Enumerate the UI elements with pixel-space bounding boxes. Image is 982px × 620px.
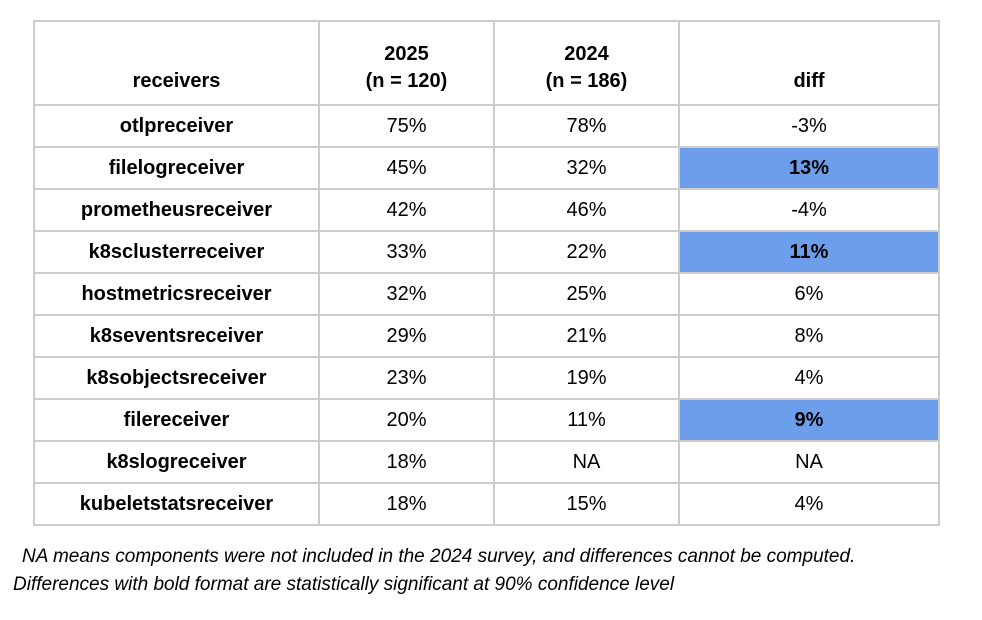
value-2025-cell: 33% — [318, 230, 495, 274]
value-2024-cell: NA — [493, 440, 680, 484]
diff-cell: -4% — [678, 188, 940, 232]
receiver-name-cell: hostmetricsreceiver — [33, 272, 320, 316]
value-2025-cell: 45% — [318, 146, 495, 190]
diff-cell: 6% — [678, 272, 940, 316]
value-2024-cell: 19% — [493, 356, 680, 400]
value-2025-cell: 75% — [318, 104, 495, 148]
value-2024-cell: 21% — [493, 314, 680, 358]
column-header-2025: 2025 (n = 120) — [318, 20, 495, 106]
receivers-comparison-table: receivers 2025 (n = 120) 2024 (n = 186) … — [33, 20, 940, 526]
value-2025-cell: 29% — [318, 314, 495, 358]
table-row: filereceiver 20% 11% 9% — [33, 398, 940, 442]
table-row: k8slogreceiver 18% NA NA — [33, 440, 940, 484]
table-row: k8sclusterreceiver 33% 22% 11% — [33, 230, 940, 274]
receiver-name-cell: k8slogreceiver — [33, 440, 320, 484]
table-row: otlpreceiver 75% 78% -3% — [33, 104, 940, 148]
table-row: kubeletstatsreceiver 18% 15% 4% — [33, 482, 940, 526]
receiver-name-cell: otlpreceiver — [33, 104, 320, 148]
receiver-name-cell: k8sobjectsreceiver — [33, 356, 320, 400]
value-2024-cell: 46% — [493, 188, 680, 232]
column-header-2024: 2024 (n = 186) — [493, 20, 680, 106]
diff-cell: 4% — [678, 356, 940, 400]
table-row: k8seventsreceiver 29% 21% 8% — [33, 314, 940, 358]
diff-cell: 11% — [678, 230, 940, 274]
value-2024-cell: 32% — [493, 146, 680, 190]
header-row: receivers 2025 (n = 120) 2024 (n = 186) … — [33, 20, 940, 106]
value-2025-cell: 23% — [318, 356, 495, 400]
receiver-name-cell: filelogreceiver — [33, 146, 320, 190]
diff-cell: 13% — [678, 146, 940, 190]
table-row: filelogreceiver 45% 32% 13% — [33, 146, 940, 190]
value-2025-cell: 18% — [318, 482, 495, 526]
value-2025-cell: 42% — [318, 188, 495, 232]
receiver-name-cell: filereceiver — [33, 398, 320, 442]
value-2024-cell: 25% — [493, 272, 680, 316]
value-2024-cell: 11% — [493, 398, 680, 442]
receiver-name-cell: k8sclusterreceiver — [33, 230, 320, 274]
value-2025-cell: 32% — [318, 272, 495, 316]
value-2025-cell: 18% — [318, 440, 495, 484]
diff-cell: NA — [678, 440, 940, 484]
receiver-name-cell: kubeletstatsreceiver — [33, 482, 320, 526]
diff-cell: 8% — [678, 314, 940, 358]
column-header-diff: diff — [678, 20, 940, 106]
column-header-receivers: receivers — [33, 20, 320, 106]
footnote-significance: Differences with bold format are statist… — [13, 574, 675, 595]
table-row: hostmetricsreceiver 32% 25% 6% — [33, 272, 940, 316]
value-2024-cell: 78% — [493, 104, 680, 148]
value-2025-cell: 20% — [318, 398, 495, 442]
diff-cell: 9% — [678, 398, 940, 442]
receiver-name-cell: prometheusreceiver — [33, 188, 320, 232]
receiver-name-cell: k8seventsreceiver — [33, 314, 320, 358]
value-2024-cell: 15% — [493, 482, 680, 526]
footnote-na-explanation: NA means components were not included in… — [22, 546, 856, 567]
table-row: k8sobjectsreceiver 23% 19% 4% — [33, 356, 940, 400]
table-row: prometheusreceiver 42% 46% -4% — [33, 188, 940, 232]
diff-cell: -3% — [678, 104, 940, 148]
diff-cell: 4% — [678, 482, 940, 526]
value-2024-cell: 22% — [493, 230, 680, 274]
